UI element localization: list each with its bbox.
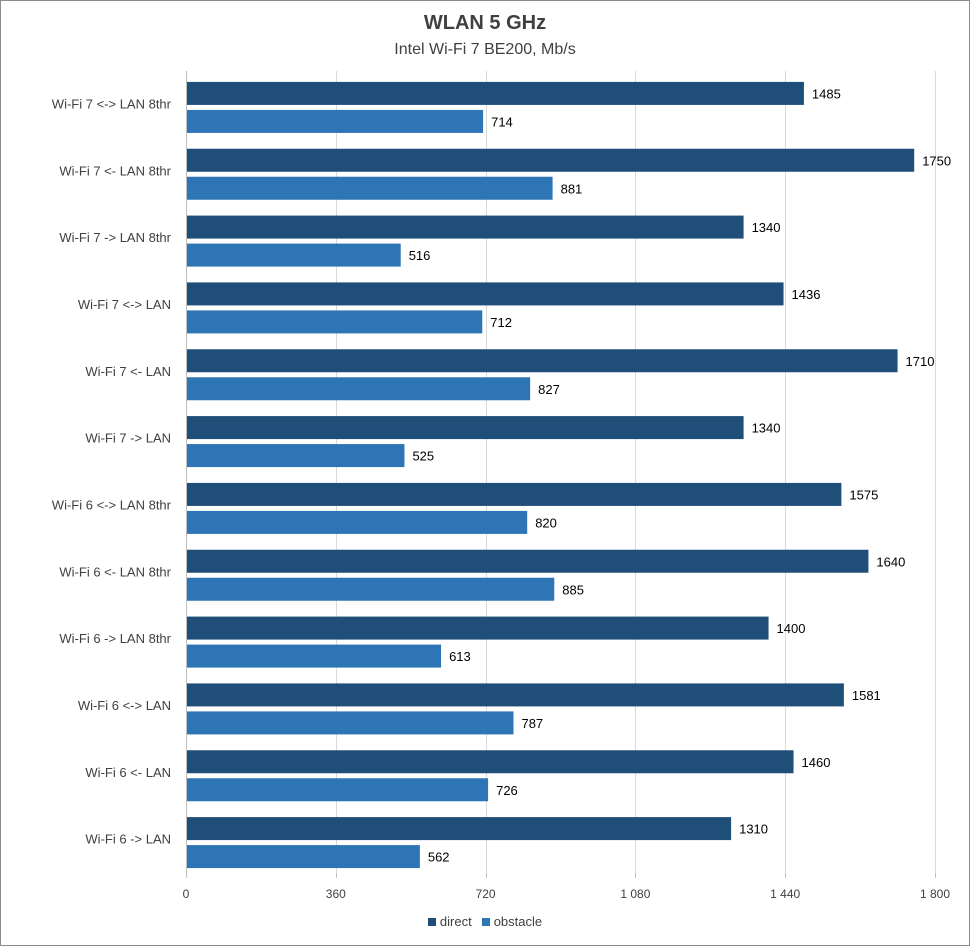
- legend-item-direct: direct: [427, 914, 472, 929]
- data-label-obstacle: 827: [538, 382, 560, 397]
- bar-direct: [187, 416, 744, 440]
- data-label-direct: 1460: [802, 755, 831, 770]
- bar-direct: [187, 81, 804, 105]
- bar-obstacle: [187, 845, 420, 869]
- data-label-obstacle: 712: [490, 315, 512, 330]
- category-label: Wi-Fi 6 -> LAN: [85, 832, 171, 847]
- category-label: Wi-Fi 7 -> LAN 8thr: [59, 230, 171, 245]
- chart-subtitle: Intel Wi-Fi 7 BE200, Mb/s: [394, 41, 576, 58]
- bar-direct: [187, 683, 844, 707]
- bar-obstacle: [187, 711, 514, 735]
- data-label-obstacle: 516: [409, 248, 431, 263]
- bar-obstacle: [187, 778, 489, 802]
- category-label: Wi-Fi 7 <- LAN 8thr: [59, 163, 171, 178]
- data-label-direct: 1575: [849, 487, 878, 502]
- data-label-direct: 1310: [739, 822, 768, 837]
- legend-swatch-obstacle: [481, 917, 490, 926]
- data-label-obstacle: 613: [449, 649, 471, 664]
- data-label-direct: 1340: [752, 220, 781, 235]
- category-label: Wi-Fi 6 -> LAN 8thr: [59, 631, 171, 646]
- bar-obstacle: [187, 644, 442, 668]
- bar-obstacle: [187, 510, 528, 534]
- data-label-obstacle: 881: [561, 181, 583, 196]
- category-label: Wi-Fi 7 <- LAN: [85, 364, 171, 379]
- data-label-obstacle: 562: [428, 850, 450, 865]
- x-tick-label: 1 080: [620, 887, 650, 901]
- bar-direct: [187, 817, 732, 841]
- x-tick-label: 720: [476, 887, 496, 901]
- legend: direct obstacle: [0, 914, 970, 929]
- bar-direct: [187, 282, 784, 306]
- data-label-obstacle: 885: [562, 582, 584, 597]
- bar-obstacle: [187, 243, 401, 267]
- category-label: Wi-Fi 6 <- LAN: [85, 765, 171, 780]
- bar-direct: [187, 349, 898, 373]
- legend-item-obstacle: obstacle: [481, 914, 543, 929]
- bar-direct: [187, 215, 744, 239]
- bar-obstacle: [187, 377, 531, 401]
- category-label: Wi-Fi 7 -> LAN: [85, 431, 171, 446]
- data-label-obstacle: 525: [412, 449, 434, 464]
- data-label-direct: 1485: [812, 86, 841, 101]
- data-label-direct: 1640: [876, 554, 905, 569]
- legend-label-obstacle: obstacle: [493, 914, 543, 929]
- chart-title: WLAN 5 GHz: [423, 12, 547, 34]
- category-label: Wi-Fi 7 <-> LAN 8thr: [52, 96, 172, 111]
- x-tick-label: 360: [326, 887, 346, 901]
- legend-label-direct: direct: [439, 914, 472, 929]
- bar-direct: [187, 616, 769, 640]
- data-label-obstacle: 726: [496, 783, 518, 798]
- x-tick-label: 1 800: [920, 887, 950, 901]
- data-label-direct: 1710: [906, 354, 935, 369]
- category-label: Wi-Fi 6 <-> LAN: [78, 698, 171, 713]
- x-tick-label: 0: [183, 887, 190, 901]
- category-label: Wi-Fi 6 <-> LAN 8thr: [52, 497, 172, 512]
- category-label: Wi-Fi 7 <-> LAN: [78, 297, 171, 312]
- data-label-direct: 1436: [792, 287, 821, 302]
- bar-direct: [187, 549, 869, 573]
- bar-direct: [187, 148, 915, 172]
- data-label-obstacle: 787: [521, 716, 543, 731]
- data-label-direct: 1400: [777, 621, 806, 636]
- x-tick-label: 1 440: [770, 887, 800, 901]
- bar-obstacle: [187, 577, 555, 601]
- legend-swatch-direct: [427, 917, 436, 926]
- data-label-direct: 1581: [852, 688, 881, 703]
- data-label-direct: 1750: [922, 153, 951, 168]
- data-label-obstacle: 714: [491, 114, 513, 129]
- bar-obstacle: [187, 310, 483, 334]
- bar-direct: [187, 750, 794, 774]
- bar-obstacle: [187, 109, 484, 133]
- data-label-direct: 1340: [752, 421, 781, 436]
- category-label: Wi-Fi 6 <- LAN 8thr: [59, 564, 171, 579]
- bar-obstacle: [187, 444, 405, 468]
- bar-obstacle: [187, 176, 553, 200]
- bar-direct: [187, 482, 842, 506]
- data-label-obstacle: 820: [535, 515, 557, 530]
